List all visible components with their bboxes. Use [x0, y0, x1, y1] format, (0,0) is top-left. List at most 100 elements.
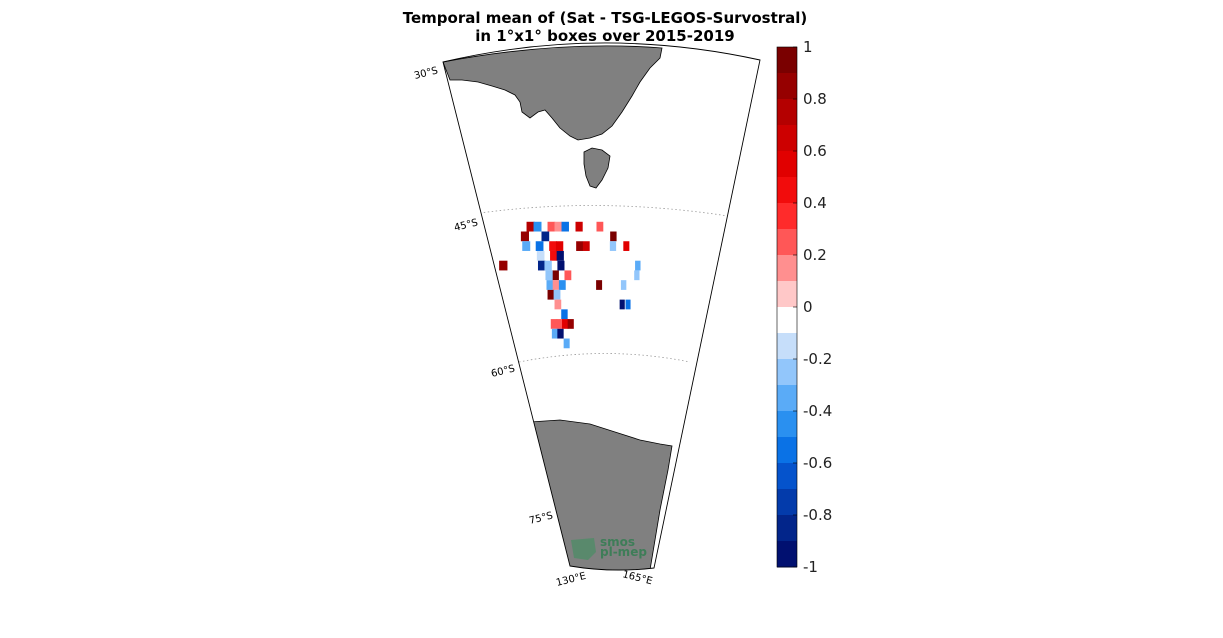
data-cell [564, 270, 572, 281]
data-cell [536, 250, 545, 261]
colorbar-tick-label: 0.8 [803, 90, 827, 108]
data-cell [547, 221, 556, 232]
data-cell [596, 280, 603, 290]
data-cell [576, 241, 584, 251]
data-cell [546, 280, 554, 290]
lat-label-30s: 30°S [413, 65, 439, 81]
colorbar-tick-label: -0.6 [803, 454, 832, 472]
colorbar-tick-label: 1 [803, 38, 813, 56]
data-cell [563, 338, 570, 349]
data-cell [551, 270, 559, 281]
colorbar-segment [777, 229, 797, 256]
lat-label-60s: 60°S [490, 363, 516, 379]
colorbar-segment [777, 255, 797, 282]
graticule-45s [459, 205, 729, 217]
data-cells [499, 221, 641, 349]
data-cell [596, 221, 604, 232]
colorbar-segment [777, 73, 797, 100]
data-cell [557, 328, 564, 339]
map-frame [442, 42, 761, 571]
data-cell [582, 241, 590, 251]
colorbar-tick-label: -0.8 [803, 506, 832, 524]
data-cell [520, 231, 529, 242]
data-cell [552, 280, 560, 290]
colorbar-segment [777, 307, 797, 334]
colorbar-ticks: 1 0.8 0.6 0.4 0.2 0 -0.2 -0.4 -0.6 -0.8 -1 [793, 38, 832, 576]
data-cell [620, 280, 627, 290]
colorbar-tick-label: 0.4 [803, 194, 827, 212]
colorbar-segment [777, 151, 797, 178]
colorbar-segment [777, 489, 797, 516]
data-cell [550, 250, 558, 261]
data-cell [625, 299, 631, 310]
data-cell [547, 289, 555, 300]
colorbar-tick-label: 0.2 [803, 246, 827, 264]
data-cell [554, 221, 563, 232]
data-cell [541, 231, 550, 242]
colorbar-tick-label: -0.4 [803, 402, 832, 420]
chart-title: Temporal mean of (Sat - TSG-LEGOS-Survos… [340, 9, 870, 45]
data-cell [537, 260, 546, 271]
colorbar-tick-label: 0 [803, 298, 813, 316]
colorbar-segment [777, 125, 797, 152]
data-cell [567, 319, 574, 329]
lat-label-75s: 75°S [528, 510, 554, 526]
lon-label-130e: 130°E [555, 571, 587, 589]
logo-map-icon [571, 538, 596, 560]
data-cell [561, 309, 568, 320]
colorbar-segment [777, 47, 797, 74]
data-cell [554, 299, 562, 310]
colorbar-segment [777, 541, 797, 568]
colorbar-segment [777, 333, 797, 360]
data-cell [522, 241, 531, 251]
data-cell [610, 231, 617, 242]
data-cell [533, 221, 542, 232]
colorbar-tick-label: -1 [803, 558, 818, 576]
colorbar-segment [777, 463, 797, 490]
data-cell [634, 270, 640, 281]
data-cell [550, 319, 558, 329]
data-cell [635, 260, 641, 271]
data-cell [499, 260, 508, 271]
logo-text-plmep: pl-mep [600, 545, 647, 559]
colorbar-segment [777, 359, 797, 386]
data-cell [553, 289, 561, 300]
data-cell [557, 260, 565, 271]
colorbar-segment [777, 437, 797, 464]
title-line-2: in 1°x1° boxes over 2015-2019 [475, 27, 735, 45]
data-cell [555, 241, 564, 251]
colorbar-segment [777, 385, 797, 412]
data-cell [526, 221, 535, 232]
data-cell [619, 299, 625, 310]
data-cell [544, 260, 552, 271]
data-cell [549, 241, 557, 251]
logo-text-smos: smos [600, 535, 635, 549]
map-area [443, 42, 760, 571]
data-cell [556, 319, 563, 329]
colorbar-segment [777, 203, 797, 230]
colorbar-tick-label: -0.2 [803, 350, 832, 368]
lat-label-45s: 45°S [453, 217, 479, 233]
data-cell [561, 221, 569, 232]
australia-landmass [443, 45, 663, 141]
colorbar-segment [777, 515, 797, 542]
colorbar-segment [777, 411, 797, 438]
tasmania-landmass [583, 147, 611, 189]
data-cell [558, 280, 566, 290]
data-cell [535, 241, 544, 251]
data-cell [551, 328, 559, 339]
colorbar [777, 47, 797, 568]
colorbar-tick-label: 0.6 [803, 142, 827, 160]
colorbar-segment [777, 177, 797, 204]
lon-label-165e: 165°E [621, 569, 653, 587]
colorbar-segment [777, 281, 797, 308]
data-cell [609, 241, 617, 251]
title-line-1: Temporal mean of (Sat - TSG-LEGOS-Survos… [402, 9, 808, 27]
graticule-60s [518, 353, 691, 363]
data-cell [545, 270, 553, 281]
data-cell [556, 250, 564, 261]
data-cell [575, 221, 583, 232]
colorbar-segment [777, 99, 797, 126]
data-cell [562, 319, 569, 329]
